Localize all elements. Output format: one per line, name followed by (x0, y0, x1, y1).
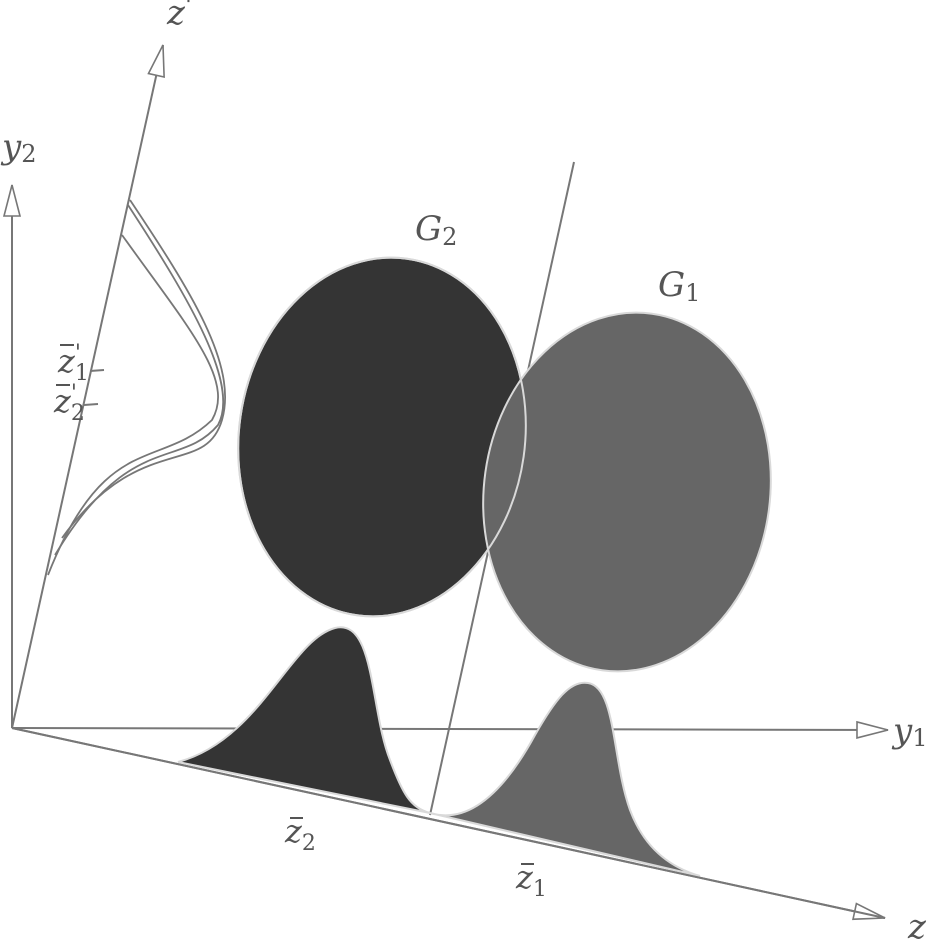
g1-label-subscript: 1 (685, 279, 700, 307)
g1-label: G1 (658, 265, 700, 307)
svg-text:z'2: z' 2 (53, 381, 85, 426)
y1-axis-label: y1 (891, 711, 928, 752)
z-axis-overlay (11, 727, 886, 919)
g1-ellipse (482, 311, 772, 673)
g2-ellipse-overlap-outline (237, 256, 527, 618)
y2-axis-subscript: 2 (21, 140, 36, 168)
z2-prime-distribution-curve (47, 234, 219, 576)
z2-prime-mean-prime: ' (71, 381, 77, 406)
z1-mean-label: z1 (515, 858, 547, 902)
z-prime-axis-label: z' (166, 0, 192, 33)
y2-axis-label: y2 (0, 127, 37, 168)
z2-mean-label: z2 (284, 812, 316, 856)
z1-mean-subscript: 1 (533, 877, 547, 902)
z1-prime-distribution-curve (54, 204, 225, 556)
z2-prime-mean-label: z' 2 (53, 381, 85, 426)
y1-axis (11, 720, 889, 739)
z1-prime-mean-prime: ' (75, 341, 81, 366)
g1-projected-distribution (429, 681, 701, 877)
z2-prime-mean-subscript: 2 (71, 401, 85, 426)
g2-label: G2 (415, 209, 457, 251)
g2-label-subscript: 2 (442, 223, 457, 251)
z1-prime-mean-subscript: 1 (75, 361, 89, 386)
z1-prime-mean-label: z' 1 (57, 341, 89, 386)
z-prime-axis-prime: ' (185, 0, 192, 21)
svg-text:z2: z2 (284, 812, 316, 856)
y1-axis-subscript: 1 (912, 724, 927, 752)
z-axis-label: z (907, 907, 927, 945)
z-prime-axis (11, 44, 165, 729)
svg-text:z1: z1 (515, 858, 547, 902)
z2-prime-mean-tick (83, 403, 99, 406)
z-prime-outer-curve (61, 199, 227, 539)
svg-text:z'1: z' 1 (57, 341, 89, 386)
z2-mean-subscript: 2 (302, 831, 316, 856)
z1-prime-mean-tick (89, 369, 105, 372)
g2-projected-distribution (177, 626, 431, 814)
